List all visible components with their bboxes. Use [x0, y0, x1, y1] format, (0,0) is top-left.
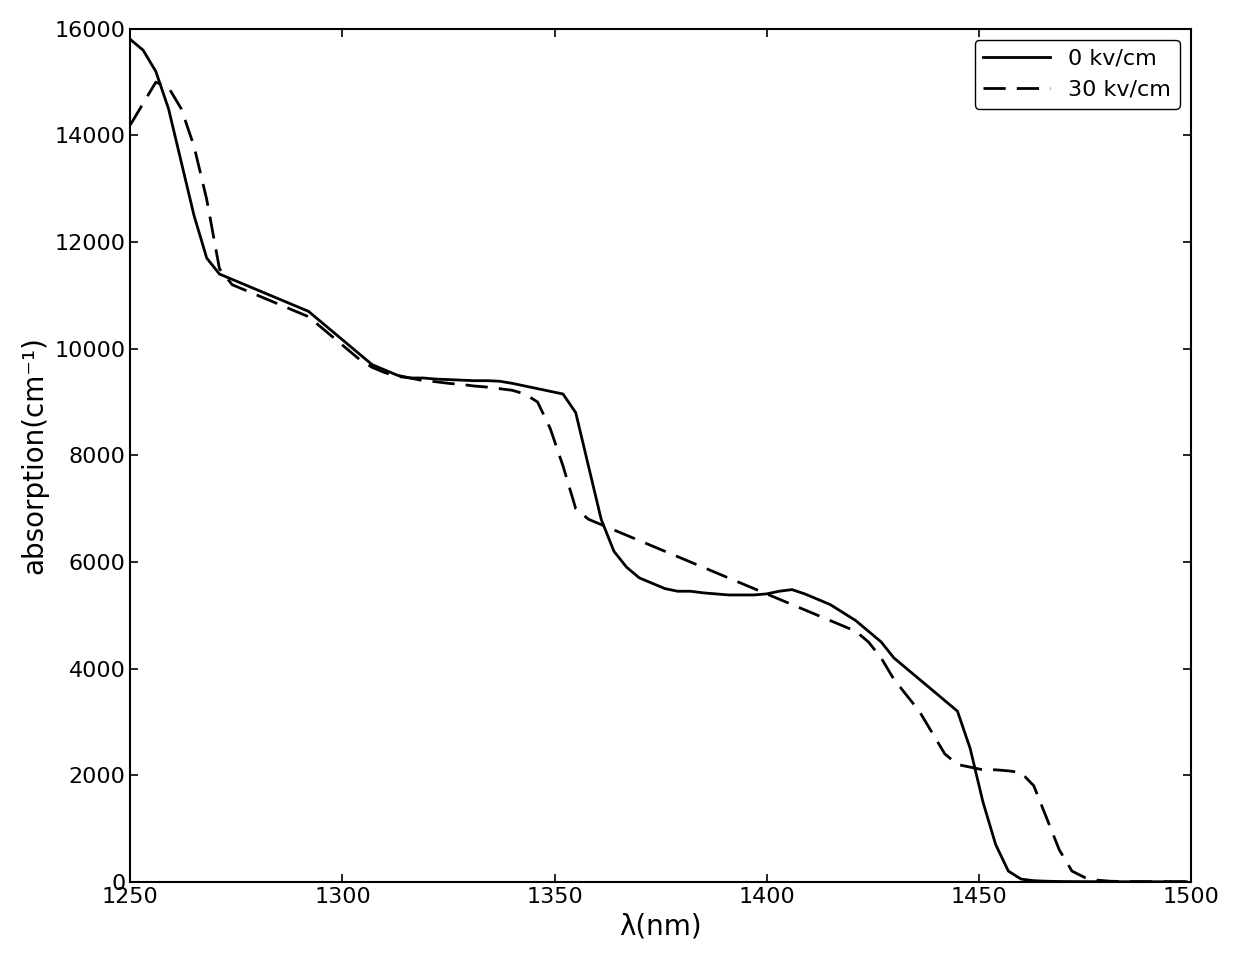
30 kv/cm: [149, 76, 164, 87]
0 kv/cm: [1179, 876, 1194, 888]
Line: 0 kv/cm: 0 kv/cm: [130, 39, 1187, 882]
0 kv/cm: [186, 209, 201, 221]
0 kv/cm: [1102, 876, 1117, 888]
0 kv/cm: [645, 578, 660, 589]
30 kv/cm: [606, 524, 621, 535]
30 kv/cm: [123, 119, 138, 131]
Line: 30 kv/cm: 30 kv/cm: [130, 82, 1187, 882]
30 kv/cm: [1179, 876, 1194, 888]
0 kv/cm: [594, 513, 609, 525]
Legend: 0 kv/cm, 30 kv/cm: 0 kv/cm, 30 kv/cm: [975, 40, 1179, 109]
30 kv/cm: [657, 546, 672, 557]
30 kv/cm: [200, 194, 215, 206]
X-axis label: λ(nm): λ(nm): [619, 912, 702, 940]
Y-axis label: absorption(cm⁻¹): absorption(cm⁻¹): [21, 336, 48, 575]
0 kv/cm: [925, 684, 940, 696]
30 kv/cm: [1167, 876, 1182, 888]
30 kv/cm: [937, 748, 952, 759]
0 kv/cm: [123, 34, 138, 45]
0 kv/cm: [976, 796, 991, 807]
30 kv/cm: [988, 764, 1003, 776]
0 kv/cm: [135, 44, 150, 56]
30 kv/cm: [135, 98, 150, 110]
